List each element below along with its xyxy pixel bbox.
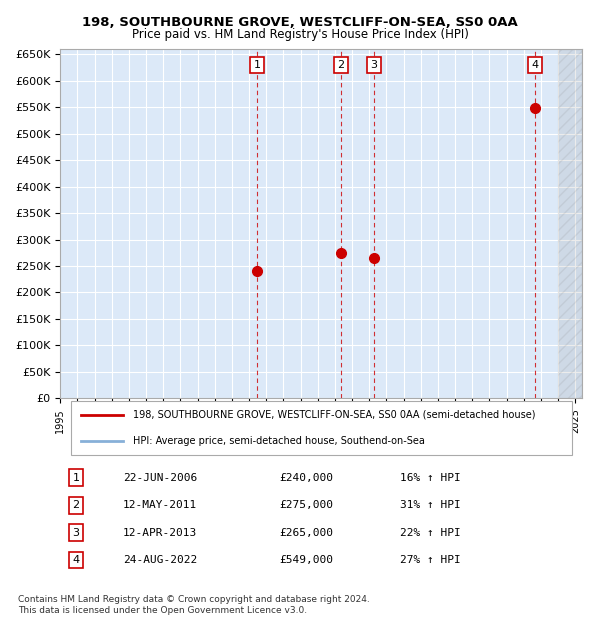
Text: 27% ↑ HPI: 27% ↑ HPI [400, 555, 460, 565]
Text: £240,000: £240,000 [280, 473, 334, 483]
Text: 12-MAY-2011: 12-MAY-2011 [123, 500, 197, 510]
Text: Contains HM Land Registry data © Crown copyright and database right 2024.: Contains HM Land Registry data © Crown c… [18, 595, 370, 604]
Text: Price paid vs. HM Land Registry's House Price Index (HPI): Price paid vs. HM Land Registry's House … [131, 28, 469, 41]
Text: 22% ↑ HPI: 22% ↑ HPI [400, 528, 460, 538]
Text: 2: 2 [73, 500, 79, 510]
FancyBboxPatch shape [71, 401, 572, 455]
Text: 2: 2 [338, 60, 344, 70]
Text: 12-APR-2013: 12-APR-2013 [123, 528, 197, 538]
Text: 198, SOUTHBOURNE GROVE, WESTCLIFF-ON-SEA, SS0 0AA (semi-detached house): 198, SOUTHBOURNE GROVE, WESTCLIFF-ON-SEA… [133, 410, 536, 420]
Text: 16% ↑ HPI: 16% ↑ HPI [400, 473, 460, 483]
Text: £549,000: £549,000 [280, 555, 334, 565]
Text: This data is licensed under the Open Government Licence v3.0.: This data is licensed under the Open Gov… [18, 606, 307, 615]
Text: 4: 4 [73, 555, 79, 565]
Text: HPI: Average price, semi-detached house, Southend-on-Sea: HPI: Average price, semi-detached house,… [133, 436, 425, 446]
Text: 31% ↑ HPI: 31% ↑ HPI [400, 500, 460, 510]
Text: 22-JUN-2006: 22-JUN-2006 [123, 473, 197, 483]
Text: 24-AUG-2022: 24-AUG-2022 [123, 555, 197, 565]
Text: £275,000: £275,000 [280, 500, 334, 510]
Text: 198, SOUTHBOURNE GROVE, WESTCLIFF-ON-SEA, SS0 0AA: 198, SOUTHBOURNE GROVE, WESTCLIFF-ON-SEA… [82, 16, 518, 29]
Text: £265,000: £265,000 [280, 528, 334, 538]
Text: 4: 4 [531, 60, 538, 70]
Text: 1: 1 [254, 60, 260, 70]
Text: 3: 3 [371, 60, 377, 70]
Text: 1: 1 [73, 473, 79, 483]
Text: 3: 3 [73, 528, 79, 538]
